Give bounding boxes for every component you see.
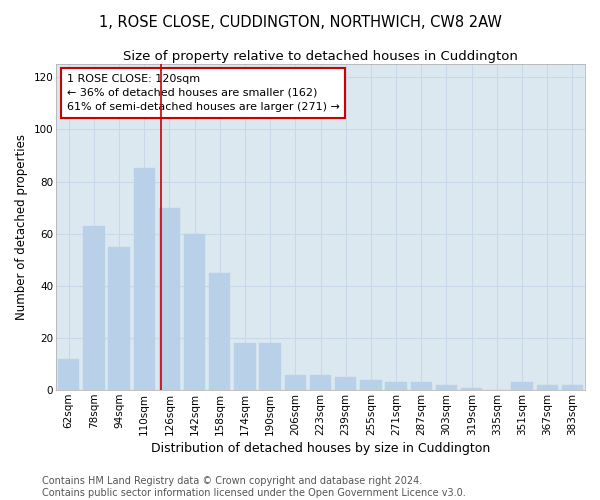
Bar: [536, 385, 558, 390]
Bar: [385, 382, 407, 390]
Bar: [134, 168, 155, 390]
Text: 1 ROSE CLOSE: 120sqm
← 36% of detached houses are smaller (162)
61% of semi-deta: 1 ROSE CLOSE: 120sqm ← 36% of detached h…: [67, 74, 340, 112]
Bar: [109, 246, 130, 390]
Bar: [562, 385, 583, 390]
Bar: [284, 374, 306, 390]
X-axis label: Distribution of detached houses by size in Cuddington: Distribution of detached houses by size …: [151, 442, 490, 455]
Bar: [511, 382, 533, 390]
Bar: [410, 382, 432, 390]
Bar: [360, 380, 382, 390]
Text: 1, ROSE CLOSE, CUDDINGTON, NORTHWICH, CW8 2AW: 1, ROSE CLOSE, CUDDINGTON, NORTHWICH, CW…: [98, 15, 502, 30]
Bar: [234, 343, 256, 390]
Bar: [159, 208, 180, 390]
Title: Size of property relative to detached houses in Cuddington: Size of property relative to detached ho…: [123, 50, 518, 63]
Bar: [310, 374, 331, 390]
Bar: [83, 226, 104, 390]
Bar: [58, 359, 79, 390]
Bar: [335, 377, 356, 390]
Bar: [461, 388, 482, 390]
Bar: [209, 273, 230, 390]
Text: Contains HM Land Registry data © Crown copyright and database right 2024.
Contai: Contains HM Land Registry data © Crown c…: [42, 476, 466, 498]
Bar: [184, 234, 205, 390]
Bar: [436, 385, 457, 390]
Bar: [259, 343, 281, 390]
Y-axis label: Number of detached properties: Number of detached properties: [15, 134, 28, 320]
